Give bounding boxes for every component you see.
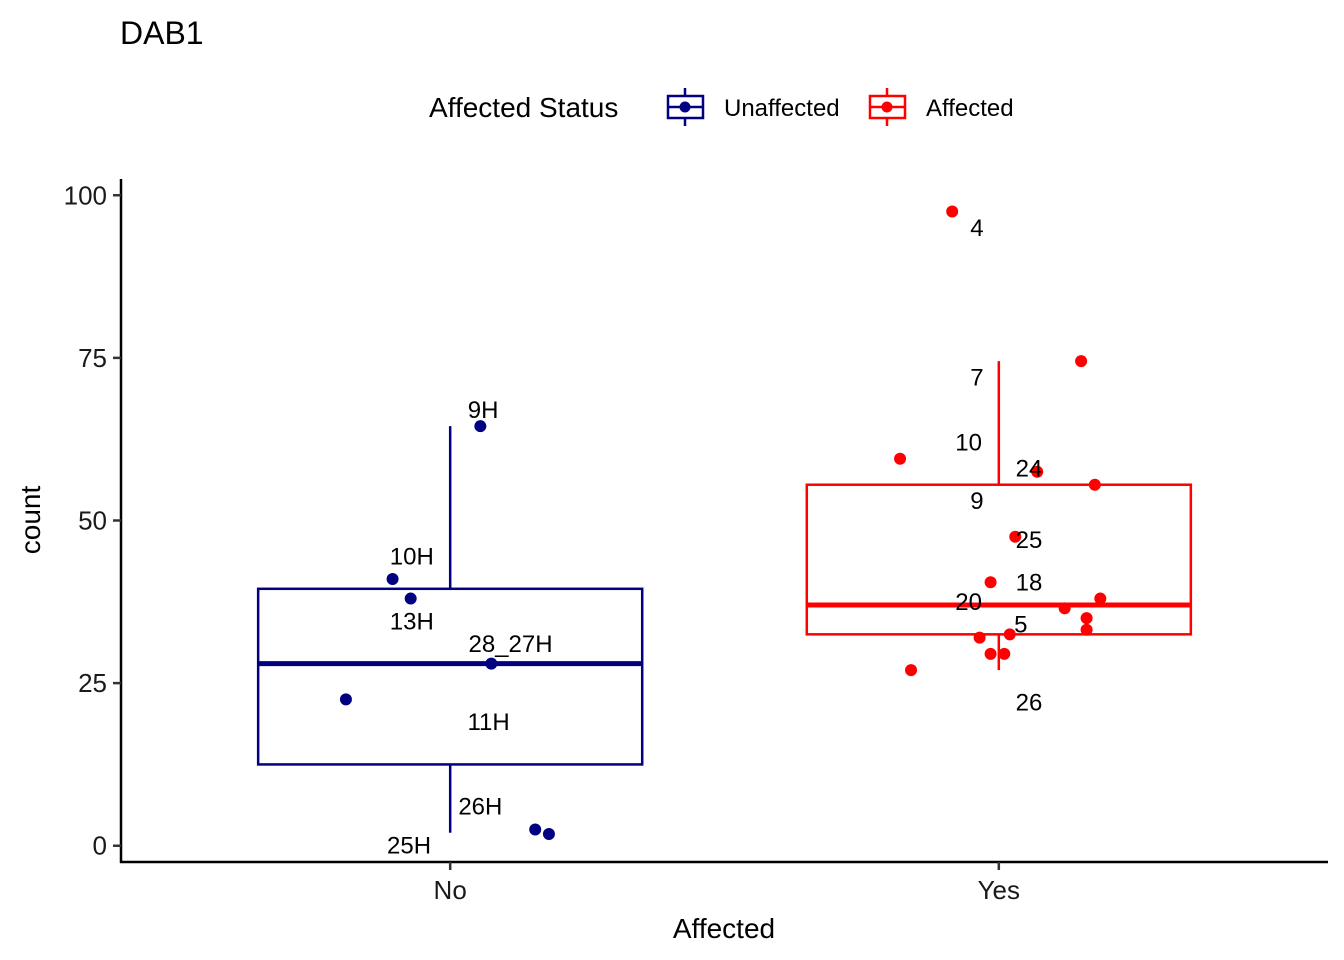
data-point-yes-3 bbox=[894, 452, 907, 465]
point-label-9h: 9H bbox=[468, 397, 499, 424]
data-point-no-6 bbox=[529, 823, 542, 836]
data-point-yes-16 bbox=[905, 664, 918, 677]
point-label-25h: 25H bbox=[387, 833, 431, 860]
data-point-yes-7 bbox=[984, 576, 997, 589]
y-axis-title: count bbox=[15, 486, 46, 555]
point-label-28_27h: 28_27H bbox=[468, 631, 552, 658]
data-point-yes-13 bbox=[973, 631, 986, 644]
legend-key-unaffected bbox=[666, 88, 705, 126]
data-point-yes-6 bbox=[1009, 530, 1022, 543]
data-point-yes-2 bbox=[1075, 355, 1088, 368]
point-label-5: 5 bbox=[1014, 612, 1027, 639]
point-label-10: 10 bbox=[955, 429, 982, 456]
data-point-no-7 bbox=[542, 828, 555, 841]
data-point-yes-12 bbox=[1003, 628, 1016, 641]
plot-area: 9H 10H 13H 28_27H 11H 26H 25H 4 7 10 24 9 25 18 20 5 26 bbox=[256, 205, 1193, 860]
data-point-no-4 bbox=[485, 657, 498, 670]
y-tick-label-0: 0 bbox=[93, 831, 107, 861]
data-point-yes-1 bbox=[946, 205, 959, 218]
y-tick-label-100: 100 bbox=[64, 180, 107, 210]
legend-label-affected: Affected bbox=[926, 95, 1014, 122]
data-point-no-2 bbox=[386, 573, 399, 586]
point-label-11h: 11H bbox=[467, 709, 509, 736]
x-axis-title: Affected bbox=[673, 913, 775, 944]
point-label-26h: 26H bbox=[458, 794, 502, 821]
data-point-yes-15 bbox=[998, 647, 1011, 660]
box-no bbox=[256, 587, 644, 766]
point-label-7: 7 bbox=[970, 364, 983, 391]
point-label-18: 18 bbox=[1016, 569, 1043, 596]
y-tick-label-50: 50 bbox=[78, 506, 107, 536]
point-label-9: 9 bbox=[970, 488, 983, 515]
x-tick-label-yes: Yes bbox=[978, 875, 1020, 905]
legend-label-unaffected: Unaffected bbox=[724, 95, 840, 122]
data-point-no-1 bbox=[474, 420, 487, 433]
legend: Affected Status Unaffected Affected bbox=[429, 88, 1014, 126]
point-label-13h: 13H bbox=[390, 608, 434, 635]
x-tick-label-no: No bbox=[434, 875, 467, 905]
point-label-25: 25 bbox=[1016, 527, 1043, 554]
y-tick-label-25: 25 bbox=[78, 668, 107, 698]
point-label-26: 26 bbox=[1016, 690, 1043, 717]
data-point-yes-5 bbox=[1088, 478, 1101, 491]
data-point-yes-9 bbox=[1058, 602, 1071, 615]
axes: 0 25 50 75 100 No Yes bbox=[64, 180, 1020, 905]
point-label-10h: 10H bbox=[390, 543, 434, 570]
data-point-no-3 bbox=[404, 592, 417, 605]
data-point-no-5 bbox=[339, 693, 352, 706]
legend-key-affected bbox=[868, 88, 907, 126]
data-point-yes-10 bbox=[1080, 612, 1093, 625]
point-label-4: 4 bbox=[970, 215, 983, 242]
chart-title: DAB1 bbox=[120, 15, 204, 51]
data-point-yes-8 bbox=[1094, 592, 1107, 605]
data-point-yes-14 bbox=[984, 647, 997, 660]
legend-title: Affected Status bbox=[429, 92, 618, 123]
box-yes bbox=[805, 483, 1193, 636]
point-label-20: 20 bbox=[955, 589, 982, 616]
data-point-yes-11 bbox=[1080, 623, 1093, 636]
y-tick-label-75: 75 bbox=[78, 343, 107, 373]
point-label-24: 24 bbox=[1016, 455, 1043, 482]
data-point-yes-4 bbox=[1031, 465, 1044, 478]
